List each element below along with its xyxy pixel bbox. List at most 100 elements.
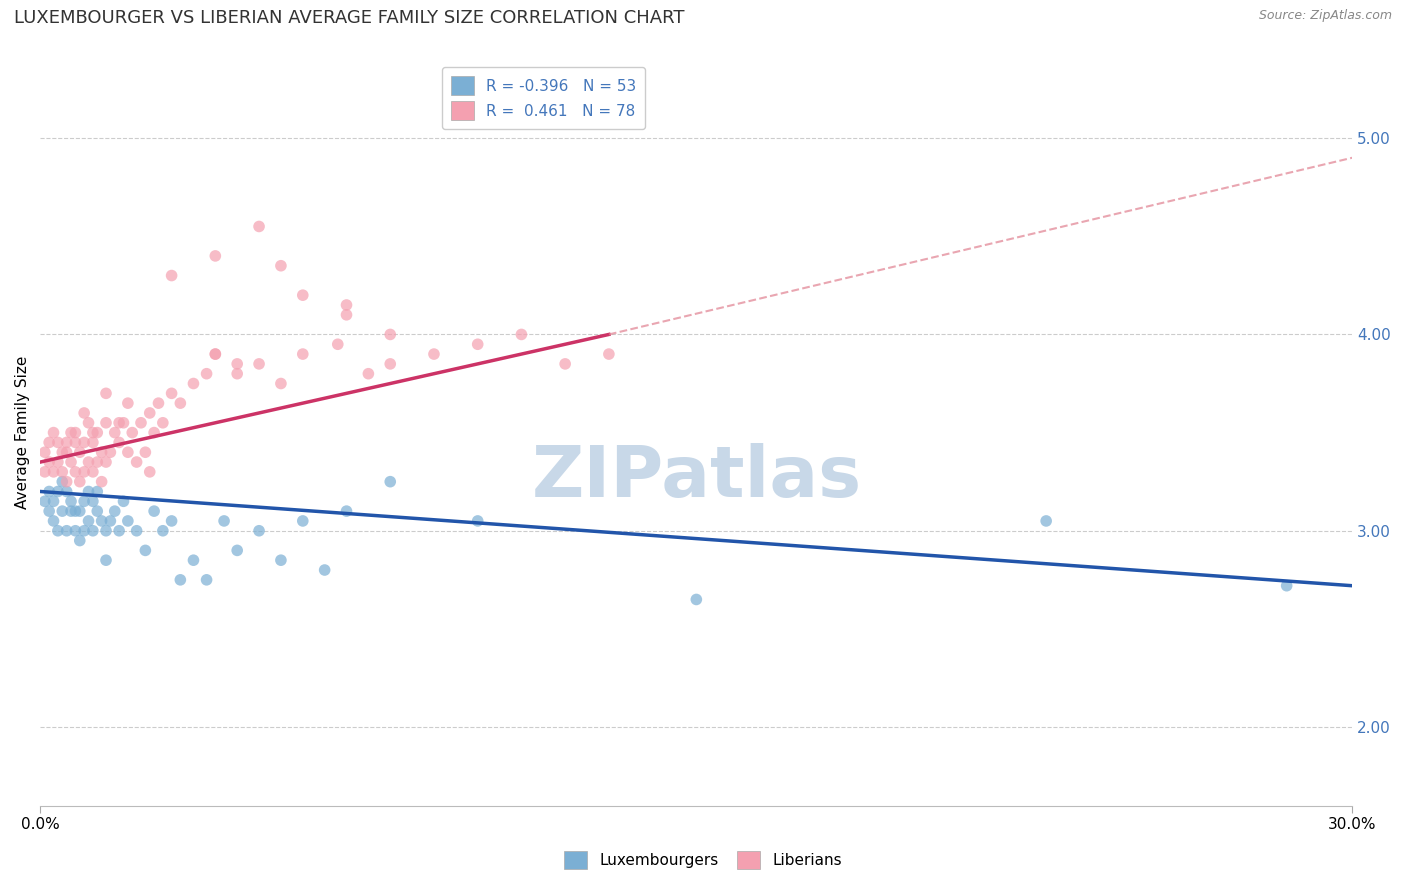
Point xyxy=(86,425,108,440)
Point xyxy=(121,425,143,440)
Point xyxy=(247,357,270,371)
Point xyxy=(380,357,402,371)
Point xyxy=(247,524,270,538)
Point xyxy=(160,514,183,528)
Point xyxy=(86,504,108,518)
Legend: R = -0.396   N = 53, R =  0.461   N = 78: R = -0.396 N = 53, R = 0.461 N = 78 xyxy=(441,67,645,129)
Point xyxy=(90,475,112,489)
Point xyxy=(467,514,489,528)
Point xyxy=(60,455,83,469)
Point xyxy=(314,563,336,577)
Point xyxy=(380,475,402,489)
Point xyxy=(42,494,65,508)
Point xyxy=(112,416,135,430)
Point xyxy=(60,504,83,518)
Point xyxy=(90,445,112,459)
Point xyxy=(65,425,87,440)
Point xyxy=(270,259,292,273)
Point xyxy=(125,524,148,538)
Text: ZIPatlas: ZIPatlas xyxy=(531,442,862,512)
Point xyxy=(104,504,127,518)
Point xyxy=(183,376,205,391)
Point xyxy=(34,494,56,508)
Point xyxy=(291,347,314,361)
Point xyxy=(69,504,91,518)
Point xyxy=(134,543,156,558)
Y-axis label: Average Family Size: Average Family Size xyxy=(15,356,30,509)
Point xyxy=(55,484,77,499)
Point xyxy=(82,494,104,508)
Point xyxy=(152,416,174,430)
Point xyxy=(148,396,170,410)
Point xyxy=(65,524,87,538)
Point xyxy=(73,524,96,538)
Point xyxy=(77,514,100,528)
Point xyxy=(65,465,87,479)
Point xyxy=(335,308,357,322)
Point xyxy=(335,504,357,518)
Point xyxy=(73,406,96,420)
Point xyxy=(357,367,380,381)
Point xyxy=(108,435,131,450)
Point xyxy=(69,533,91,548)
Point xyxy=(73,465,96,479)
Point xyxy=(77,484,100,499)
Point xyxy=(42,425,65,440)
Point xyxy=(46,484,69,499)
Point xyxy=(38,455,60,469)
Point xyxy=(73,494,96,508)
Point xyxy=(73,435,96,450)
Point xyxy=(55,524,77,538)
Point xyxy=(160,386,183,401)
Point xyxy=(204,347,226,361)
Point xyxy=(270,553,292,567)
Point xyxy=(380,327,402,342)
Point xyxy=(77,455,100,469)
Point xyxy=(82,465,104,479)
Point xyxy=(108,416,131,430)
Point xyxy=(129,416,152,430)
Point xyxy=(42,514,65,528)
Text: Source: ZipAtlas.com: Source: ZipAtlas.com xyxy=(1258,9,1392,22)
Point xyxy=(34,445,56,459)
Point xyxy=(160,268,183,283)
Point xyxy=(94,416,117,430)
Point xyxy=(226,367,249,381)
Point xyxy=(38,504,60,518)
Point xyxy=(169,396,191,410)
Point xyxy=(138,406,160,420)
Point xyxy=(69,475,91,489)
Point xyxy=(108,524,131,538)
Point xyxy=(169,573,191,587)
Point xyxy=(38,484,60,499)
Point xyxy=(247,219,270,234)
Point xyxy=(125,455,148,469)
Point xyxy=(60,425,83,440)
Point xyxy=(65,435,87,450)
Point xyxy=(1035,514,1057,528)
Point xyxy=(467,337,489,351)
Point xyxy=(90,514,112,528)
Point xyxy=(423,347,446,361)
Point xyxy=(51,445,73,459)
Point xyxy=(51,475,73,489)
Point xyxy=(60,494,83,508)
Point xyxy=(510,327,533,342)
Point xyxy=(1275,579,1298,593)
Point xyxy=(82,425,104,440)
Point xyxy=(270,376,292,391)
Point xyxy=(117,396,139,410)
Legend: Luxembourgers, Liberians: Luxembourgers, Liberians xyxy=(558,845,848,875)
Point xyxy=(195,573,218,587)
Point xyxy=(598,347,620,361)
Point xyxy=(335,298,357,312)
Point xyxy=(183,553,205,567)
Point xyxy=(94,553,117,567)
Point xyxy=(86,484,108,499)
Point xyxy=(82,524,104,538)
Point xyxy=(212,514,235,528)
Point xyxy=(138,465,160,479)
Point xyxy=(112,494,135,508)
Point xyxy=(51,504,73,518)
Point xyxy=(117,445,139,459)
